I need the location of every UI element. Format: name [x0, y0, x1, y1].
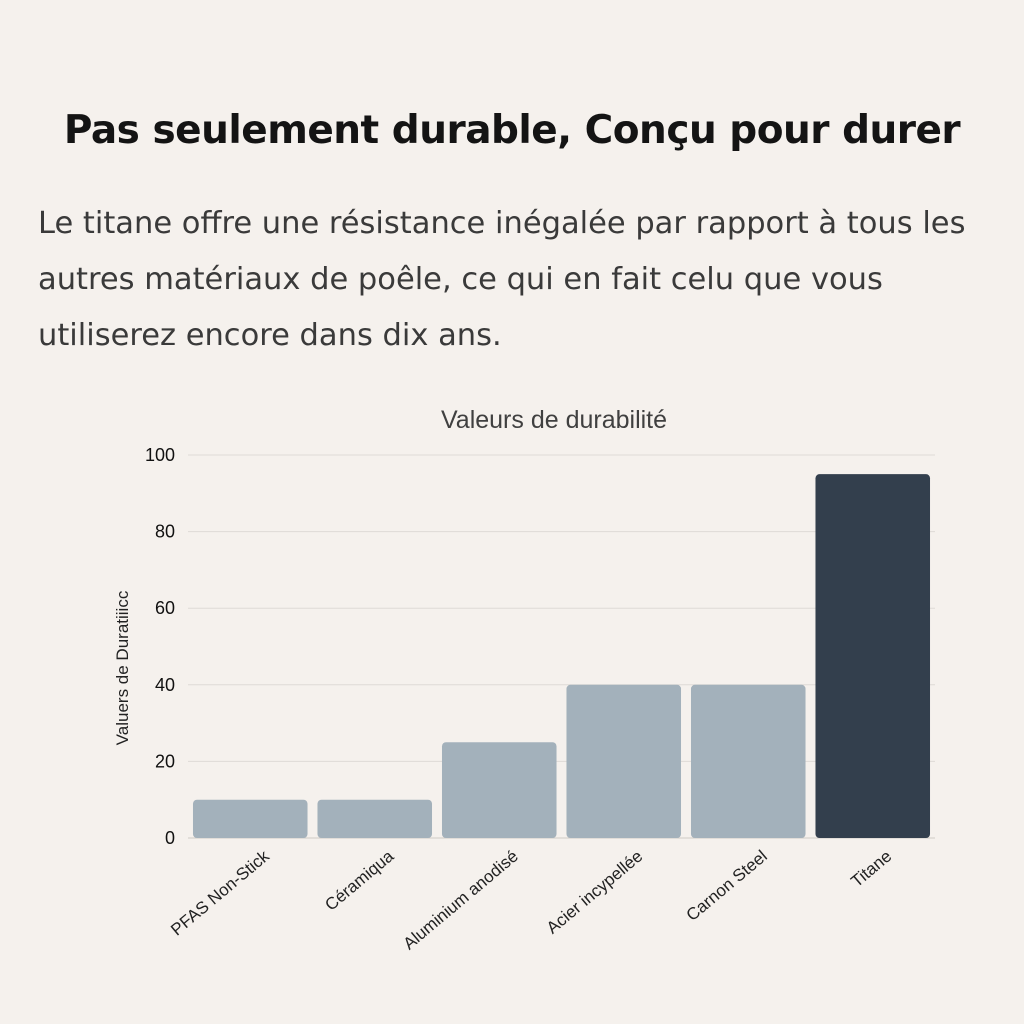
y-axis-ticks: 0 20 40 60 80 100 [145, 445, 175, 848]
x-tick-label: Céramiqua [321, 846, 397, 914]
x-tick-label: Titane [847, 847, 895, 892]
x-axis-labels: PFAS Non-Stick Céramiqua Aluminium anodisé… [167, 846, 895, 953]
y-axis-label: Valuers de Duratiiicc [113, 590, 132, 745]
x-tick-label: PFAS Non-Stick [167, 846, 273, 939]
bars [192, 474, 931, 838]
y-tick-label: 100 [145, 445, 175, 465]
chart-title: Valeurs de durabilité [441, 406, 667, 434]
bar-aluminium-anodis- [441, 742, 557, 838]
x-tick-label: Carnon Steel [683, 847, 771, 925]
y-tick-label: 20 [155, 751, 175, 771]
headline: Pas seulement durable, Conçu pour durer [63, 108, 961, 153]
y-tick-label: 40 [155, 675, 175, 695]
description-text: Le titane offre une résistance inégalée … [38, 206, 966, 353]
y-tick-label: 80 [155, 522, 175, 542]
bar-acier-incypell-e [566, 684, 682, 838]
x-tick-label: Aluminium anodisé [400, 847, 522, 954]
bar-carnon-steel [690, 684, 806, 838]
bar-c-ramiqua [317, 799, 433, 838]
bar-titane [815, 474, 931, 838]
y-tick-label: 0 [165, 828, 175, 848]
y-tick-label: 60 [155, 598, 175, 618]
gridlines [188, 454, 935, 839]
bar-pfas-non-stick [192, 799, 308, 838]
x-tick-label: Acier incypellée [543, 847, 646, 938]
